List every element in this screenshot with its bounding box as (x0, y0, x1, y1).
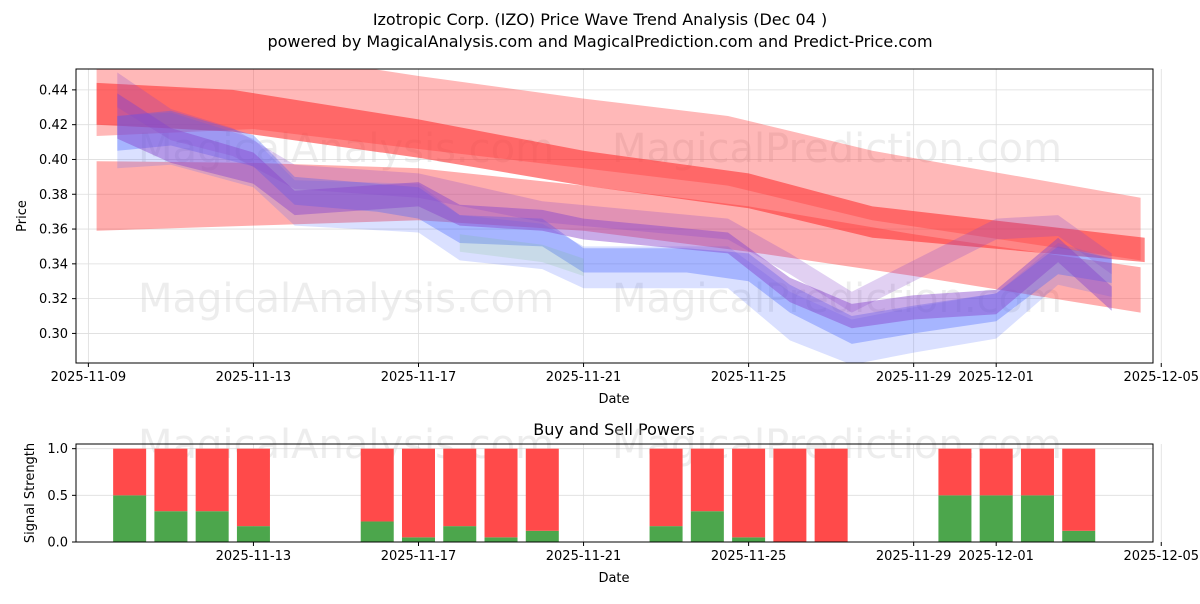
buy-bar (443, 526, 477, 542)
sell-bar (195, 448, 229, 512)
price-x-tick-label: 2025-11-13 (216, 370, 292, 385)
price-x-tick-label: 2025-12-01 (958, 370, 1034, 385)
buy-bar (979, 495, 1013, 542)
buy-bar (1062, 530, 1096, 542)
signal-y-tick-label: 1.0 (47, 442, 68, 457)
price-y-axis-label: Price (15, 200, 30, 232)
sell-bar (690, 448, 724, 512)
price-x-tick-label: 2025-12-05 (1123, 370, 1199, 385)
signal-x-tick-label: 2025-11-29 (876, 549, 952, 564)
price-band-red (96, 69, 1141, 261)
signal-y-tick-label: 0.5 (47, 489, 68, 504)
chart-title: Izotropic Corp. (IZO) Price Wave Trend A… (373, 10, 827, 29)
chart-subtitle: powered by MagicalAnalysis.com and Magic… (267, 32, 932, 51)
sell-bar (484, 448, 518, 538)
price-band-blue (117, 110, 1112, 344)
signal-x-tick-label: 2025-11-21 (546, 549, 622, 564)
buy-bar (195, 511, 229, 542)
buy-bar (525, 530, 559, 542)
signal-x-tick-label: 2025-12-01 (958, 549, 1034, 564)
price-band-red (96, 82, 1145, 263)
sell-bar (732, 448, 766, 538)
signal-chart-frame (75, 443, 1154, 543)
sell-bar (154, 448, 188, 512)
price-band-purple (117, 93, 1112, 329)
signal-chart-axes: 2025-11-13 2025-11-17 2025-11-21 2025-11-25… (47, 442, 1199, 564)
signal-x-tick-label: 2025-12-05 (1123, 549, 1199, 564)
signal-bars (113, 448, 1096, 542)
signal-y-tick-label: 0.0 (47, 536, 68, 551)
sell-bar (773, 448, 807, 542)
sell-bar (814, 448, 848, 542)
price-y-tick-label: 0.36 (39, 223, 68, 238)
signal-y-axis-label: Signal Strength (23, 443, 38, 543)
sell-bar (1062, 448, 1096, 531)
buy-bar (732, 537, 766, 542)
price-x-tick-label: 2025-11-21 (546, 370, 622, 385)
sell-bar (360, 448, 394, 522)
buy-bar (154, 511, 188, 542)
price-y-tick-label: 0.38 (39, 188, 68, 203)
price-y-tick-label: 0.30 (39, 327, 68, 342)
buy-bar (484, 537, 518, 542)
watermark-analysis-middle: MagicalAnalysis.com (138, 276, 554, 322)
price-wave-bands (96, 69, 1145, 363)
price-x-axis-label: Date (598, 392, 629, 407)
sell-bar (1020, 448, 1054, 496)
watermark-prediction-top: MagicalPrediction.com (612, 126, 1062, 172)
price-y-tick-label: 0.40 (39, 153, 68, 168)
price-x-tick-label: 2025-11-25 (711, 370, 787, 385)
buy-bar (649, 526, 683, 542)
watermark-prediction-middle: MagicalPrediction.com (612, 276, 1062, 322)
buy-bar (401, 537, 435, 542)
price-band-red (96, 161, 1141, 313)
buy-bar (938, 495, 972, 542)
price-chart-frame (75, 68, 1154, 364)
buy-bar (113, 495, 147, 542)
price-chart-panel: MagicalAnalysis.com MagicalPrediction.co… (15, 68, 1199, 407)
sell-bar (236, 448, 270, 527)
signal-x-tick-label: 2025-11-25 (711, 549, 787, 564)
price-band-green (459, 234, 584, 276)
buy-bar (236, 526, 270, 542)
signal-x-tick-label: 2025-11-13 (216, 549, 292, 564)
sell-bar (401, 448, 435, 538)
price-x-tick-label: 2025-11-09 (51, 370, 127, 385)
signal-x-tick-label: 2025-11-17 (381, 549, 457, 564)
buy-bar (1020, 495, 1054, 542)
signal-x-axis-label: Date (598, 571, 629, 586)
sell-bar (649, 448, 683, 527)
sell-bar (113, 448, 147, 496)
signal-chart-title: Buy and Sell Powers (533, 420, 695, 439)
price-y-tick-label: 0.42 (39, 118, 68, 133)
price-y-tick-label: 0.32 (39, 292, 68, 307)
price-x-tick-label: 2025-11-17 (381, 370, 457, 385)
price-chart-axes: 2025-11-09 2025-11-13 2025-11-17 2025-11-21… (39, 83, 1199, 385)
sell-bar (938, 448, 972, 496)
sell-bar (525, 448, 559, 531)
price-y-tick-label: 0.34 (39, 257, 68, 272)
buy-bar (360, 521, 394, 542)
price-band-blue (117, 112, 1112, 363)
signal-chart-panel: Buy and Sell Powers MagicalAnalysis.com … (23, 420, 1199, 586)
buy-bar (690, 511, 724, 542)
price-y-tick-label: 0.44 (39, 83, 68, 98)
sell-bar (443, 448, 477, 527)
price-x-tick-label: 2025-11-29 (876, 370, 952, 385)
sell-bar (979, 448, 1013, 496)
